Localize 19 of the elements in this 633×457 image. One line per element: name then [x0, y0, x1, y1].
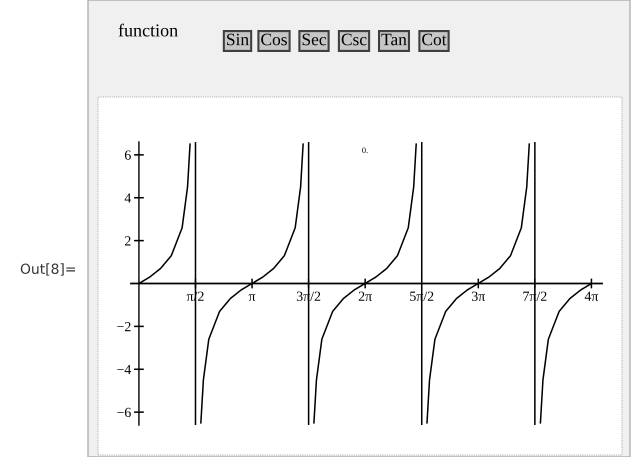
text: Sec	[302, 34, 326, 46]
text: Cos	[261, 34, 287, 46]
x-tick-label: π	[248, 294, 256, 301]
chart-title: 0.	[362, 147, 368, 154]
x-tick-label: 4π	[584, 292, 598, 301]
x-tick-label: 3π	[472, 292, 486, 301]
text: function	[118, 24, 178, 37]
y-tick-label: −6	[117, 408, 131, 418]
text: Sin	[227, 34, 249, 46]
y-tick-label: −2	[117, 322, 131, 332]
text: Tan	[381, 34, 407, 46]
text: Csc	[342, 34, 366, 46]
y-tick-label: 4	[124, 193, 132, 203]
y-tick-label: −4	[117, 364, 132, 374]
y-tick-label: 2	[124, 236, 131, 246]
y-tick-label: 6	[124, 150, 131, 160]
text: Out[8]=	[20, 263, 76, 276]
x-tick-label: 2π	[358, 292, 372, 301]
text: Cot	[422, 34, 446, 46]
